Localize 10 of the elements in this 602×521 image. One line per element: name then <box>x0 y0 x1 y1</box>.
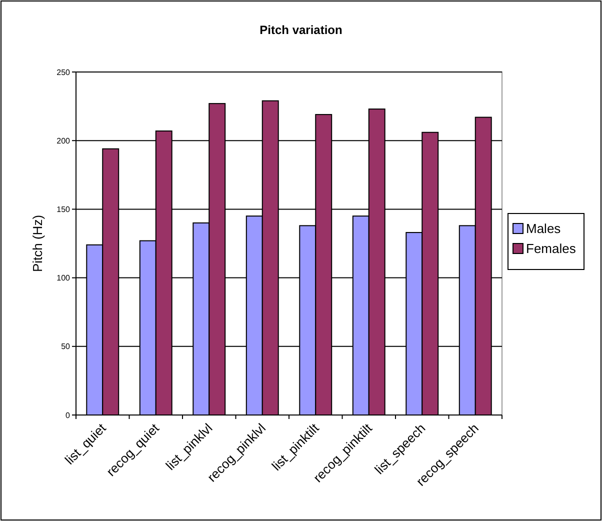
y-tick-label: 200 <box>56 136 71 146</box>
y-axis-title: Pitch (Hz) <box>30 214 45 272</box>
y-tick-label: 0 <box>66 410 71 420</box>
y-tick-label: 100 <box>56 274 71 283</box>
chart-title: Pitch variation <box>260 23 342 37</box>
y-tick-label: 50 <box>61 342 71 352</box>
legend-label: Females <box>526 241 576 256</box>
legend-label: Males <box>526 221 562 236</box>
y-tick-label: 250 <box>56 68 71 77</box>
y-tick-label: 150 <box>56 205 71 214</box>
